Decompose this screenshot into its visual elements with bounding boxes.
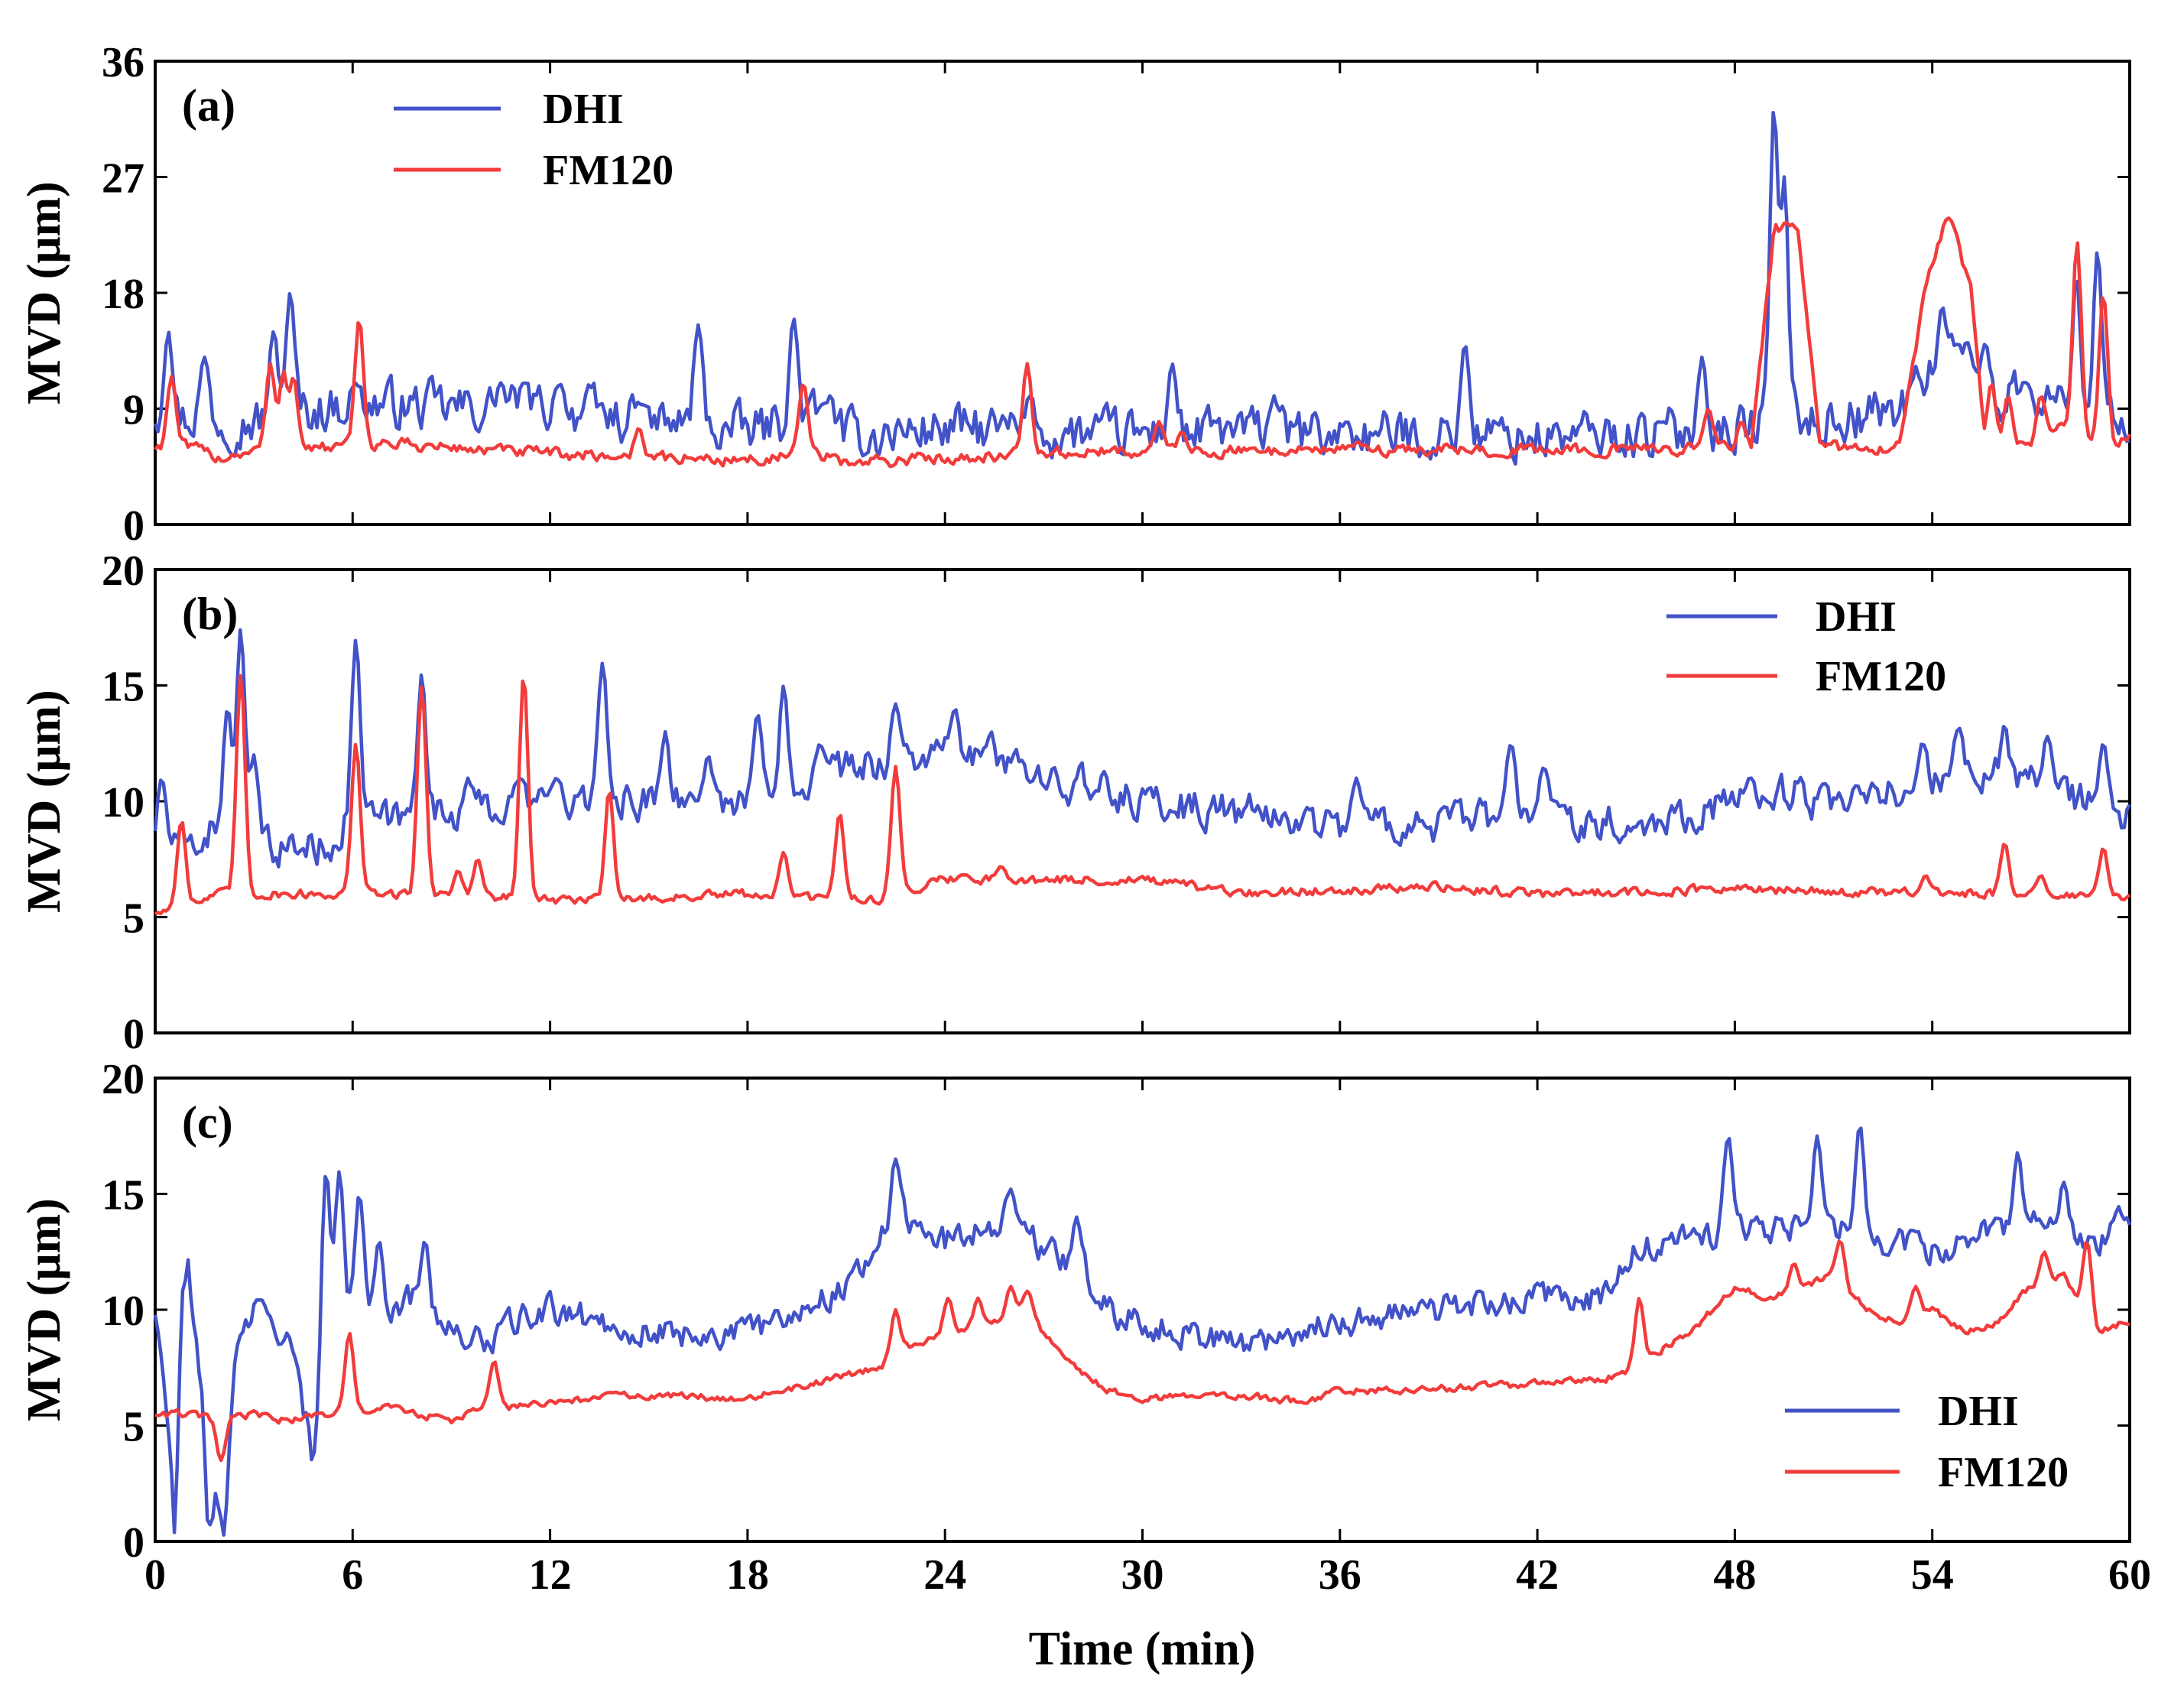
legend-c-dhi-label: DHI: [1938, 1388, 2019, 1435]
panel-a-label: (a): [182, 80, 235, 131]
panel-c-series-fm120-line: [154, 1239, 2130, 1463]
legend-a-fm120-label: FM120: [543, 147, 673, 194]
x-tick-label-18: 18: [726, 1551, 769, 1599]
panel-a-y-tick-label-0: 0: [123, 502, 144, 550]
legend-c-fm120-label: FM120: [1938, 1449, 2069, 1496]
x-tick-label-30: 30: [1121, 1551, 1164, 1599]
panel-b-series-fm120-line: [154, 674, 2131, 916]
panel-a-series-dhi-line: [153, 110, 2130, 466]
legend-a-dhi-label: DHI: [543, 86, 624, 133]
legend-a: DHI FM120: [394, 86, 673, 194]
panel-a-y-tick-label-36: 36: [102, 39, 144, 86]
x-tick-label-24: 24: [923, 1551, 966, 1599]
panel-c-series-dhi-line: [153, 1126, 2132, 1537]
x-tick-label-60: 60: [2108, 1551, 2151, 1599]
x-tick-label-48: 48: [1713, 1551, 1756, 1599]
x-tick-label-54: 54: [1911, 1551, 1954, 1599]
panel-b-y-tick-label-10: 10: [102, 779, 144, 827]
panel-a-y-tick-label-9: 9: [123, 387, 144, 434]
panel-a-y-tick-label-18: 18: [102, 271, 144, 318]
x-tick-label-36: 36: [1319, 1551, 1361, 1599]
panel-c-ylabel: MVD (μm): [18, 1198, 70, 1421]
panel-a-ylabel: MVD (μm): [18, 181, 70, 404]
panel-b-y-tick-label-0: 0: [123, 1011, 144, 1058]
legend-b-fm120-label: FM120: [1816, 653, 1946, 700]
panel-a-series-fm120-line: [154, 216, 2132, 469]
x-tick-label-12: 12: [529, 1551, 572, 1599]
panel-c-y-tick-label-15: 15: [102, 1172, 144, 1219]
legend-c: DHI FM120: [1785, 1388, 2069, 1496]
x-axis-title: Time (min): [1029, 1623, 1256, 1675]
panel-b-series-dhi-line: [153, 628, 2131, 869]
x-tick-label-6: 6: [342, 1551, 363, 1599]
panel-b-y-tick-label-15: 15: [102, 664, 144, 711]
panel-c-label: (c): [182, 1097, 233, 1148]
legend-b: DHI FM120: [1666, 593, 1946, 700]
panel-a-frame: [154, 60, 2131, 526]
panel-a-y-tick-label-27: 27: [102, 155, 144, 203]
legend-b-dhi-label: DHI: [1816, 593, 1897, 641]
panel-b-y-tick-label-20: 20: [102, 547, 144, 595]
panel-c-y-tick-label-5: 5: [123, 1404, 144, 1451]
x-tick-label-42: 42: [1516, 1551, 1559, 1599]
x-tick-label-0: 0: [144, 1551, 166, 1599]
panel-b-ylabel: MVD (μm): [18, 690, 70, 913]
panel-c-y-tick-label-20: 20: [102, 1056, 144, 1103]
panel-c-y-tick-label-0: 0: [123, 1519, 144, 1567]
panel-c-y-tick-label-10: 10: [102, 1288, 144, 1335]
panel-b-label: (b): [182, 589, 238, 639]
panel-b-y-tick-label-5: 5: [123, 895, 144, 943]
